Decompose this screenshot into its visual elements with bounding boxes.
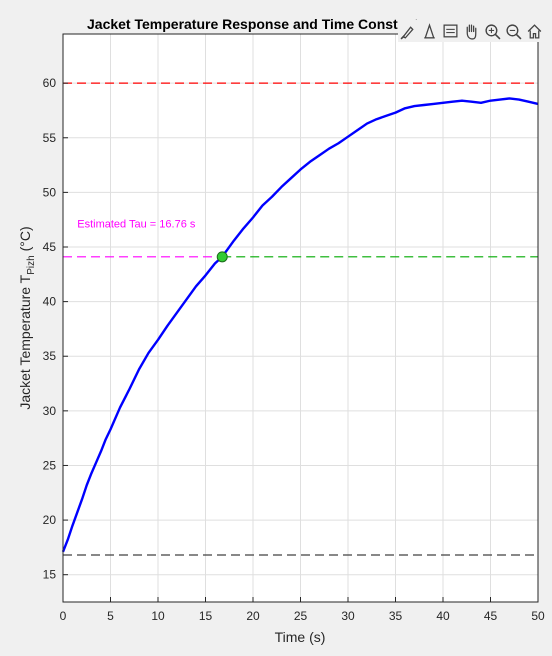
brush-button[interactable] <box>398 21 418 41</box>
zoom-in-button[interactable] <box>482 21 502 41</box>
x-tick-label: 20 <box>246 609 260 623</box>
zoom-out-icon <box>505 23 522 40</box>
x-axis-ticks: 0 5 10 15 20 25 30 35 40 45 50 <box>60 597 545 623</box>
reference-lines <box>63 82 538 556</box>
x-tick-label: 10 <box>151 609 165 623</box>
y-axis-label-unit: (°C) <box>17 226 33 255</box>
y-axis-label-subscript: Pizh <box>26 255 37 274</box>
y-tick-label: 55 <box>43 131 57 145</box>
y-tick-label: 20 <box>43 513 57 527</box>
y-tick-label: 35 <box>43 349 57 363</box>
tau-annotation: Estimated Tau = 16.76 s <box>77 218 196 230</box>
pan-button[interactable] <box>461 21 481 41</box>
tau-point-marker[interactable] <box>216 251 228 263</box>
y-tick-label: 45 <box>43 240 57 254</box>
zoom-out-button[interactable] <box>503 21 523 41</box>
y-axis-ticks: 15 20 25 30 35 40 45 50 55 60 <box>43 76 68 582</box>
y-axis-label-main: Jacket Temperature T <box>17 274 33 409</box>
y-tick-label: 25 <box>43 458 57 472</box>
y-axis-label: Jacket Temperature TPizh (°C) <box>17 226 37 409</box>
x-tick-label: 30 <box>341 609 355 623</box>
x-tick-label: 40 <box>436 609 450 623</box>
x-axis-label: Time (s) <box>275 629 326 645</box>
home-icon <box>527 23 541 39</box>
x-tick-label: 35 <box>389 609 403 623</box>
series-line-jacket-temperature[interactable] <box>61 97 539 553</box>
y-tick-label: 15 <box>43 568 57 582</box>
x-tick-label: 0 <box>60 609 67 623</box>
y-tick-label: 30 <box>43 404 57 418</box>
data-tips-button[interactable] <box>440 21 460 41</box>
restore-view-button[interactable] <box>524 21 544 41</box>
zoom-in-icon <box>484 23 501 40</box>
y-tick-label: 40 <box>43 295 57 309</box>
y-tick-label: 50 <box>43 185 57 199</box>
x-tick-label: 50 <box>531 609 545 623</box>
chart-title: Jacket Temperature Response and Time Con… <box>87 16 419 32</box>
axes-toolbar <box>398 20 544 42</box>
x-tick-label: 25 <box>294 609 308 623</box>
hand-icon <box>466 23 476 40</box>
x-tick-label: 15 <box>199 609 213 623</box>
y-tick-label: 60 <box>43 76 57 90</box>
brush-icon <box>399 25 414 40</box>
data-tips-icon <box>442 23 458 37</box>
pan-tool-icon <box>423 22 435 39</box>
x-tick-label: 5 <box>107 609 114 623</box>
x-tick-label: 45 <box>484 609 498 623</box>
pan-tool-button[interactable] <box>419 21 439 41</box>
